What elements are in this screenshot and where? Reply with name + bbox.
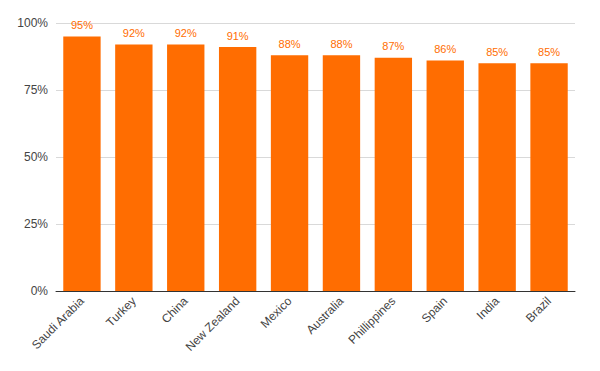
svg-text:India: India (474, 294, 503, 323)
svg-text:100%: 100% (17, 16, 48, 30)
svg-text:China: China (159, 294, 191, 326)
svg-text:Brazil: Brazil (523, 294, 554, 325)
svg-text:92%: 92% (123, 27, 145, 39)
svg-text:25%: 25% (24, 217, 48, 231)
svg-text:88%: 88% (330, 38, 352, 50)
svg-text:95%: 95% (71, 19, 93, 31)
svg-text:Phillippines: Phillippines (346, 294, 399, 347)
svg-text:85%: 85% (538, 46, 560, 58)
svg-text:88%: 88% (279, 38, 301, 50)
svg-text:75%: 75% (24, 83, 48, 97)
svg-text:85%: 85% (486, 46, 508, 58)
svg-text:Spain: Spain (419, 294, 451, 326)
svg-text:Mexico: Mexico (258, 294, 295, 331)
svg-text:86%: 86% (434, 43, 456, 55)
svg-text:92%: 92% (175, 27, 197, 39)
svg-text:91%: 91% (227, 30, 249, 42)
svg-text:50%: 50% (24, 150, 48, 164)
svg-text:New Zealand: New Zealand (183, 294, 243, 354)
svg-text:Australia: Australia (304, 294, 347, 337)
svg-text:Turkey: Turkey (103, 294, 138, 329)
svg-text:Saudi Arabia: Saudi Arabia (29, 294, 87, 352)
svg-text:87%: 87% (382, 40, 404, 52)
svg-text:0%: 0% (31, 284, 49, 298)
